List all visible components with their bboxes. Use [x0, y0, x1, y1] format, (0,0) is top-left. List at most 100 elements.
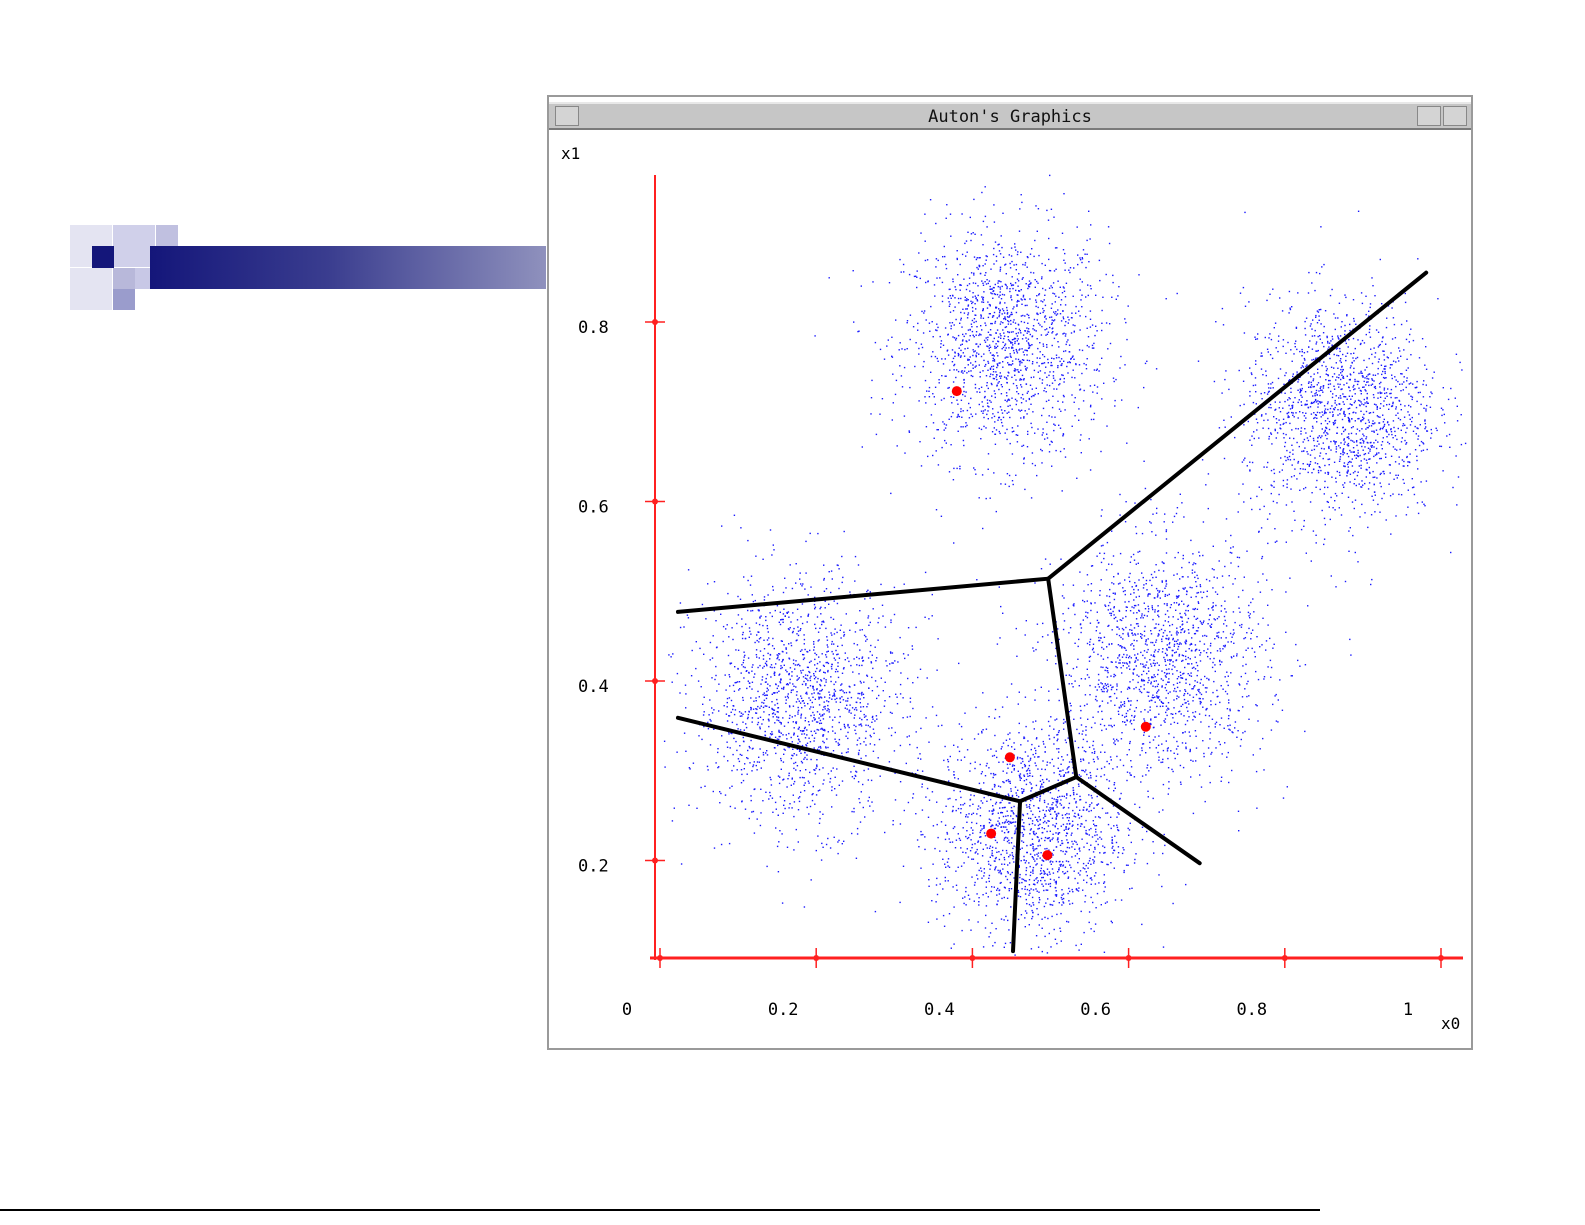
data-point [989, 375, 991, 378]
data-point [1007, 398, 1010, 400]
data-point [856, 709, 858, 711]
data-point [1209, 614, 1211, 616]
data-point [875, 715, 878, 717]
data-point [750, 575, 753, 577]
data-point [979, 333, 981, 335]
data-point [788, 616, 790, 618]
data-point [971, 319, 974, 322]
data-point [712, 635, 714, 637]
data-point [1295, 326, 1298, 329]
data-point [872, 667, 874, 670]
data-point [1361, 339, 1364, 342]
data-point [1315, 350, 1317, 352]
data-point [1099, 723, 1102, 726]
data-point [1193, 608, 1196, 611]
data-point [950, 297, 952, 299]
data-point [980, 334, 982, 336]
data-point [1101, 357, 1103, 359]
data-point [985, 363, 987, 366]
data-point [994, 345, 996, 348]
data-point [825, 654, 827, 656]
data-point [1339, 447, 1341, 449]
data-point [1355, 357, 1357, 360]
maximize-button[interactable] [1443, 106, 1467, 126]
data-point [755, 622, 758, 624]
data-point [1309, 340, 1311, 342]
data-point [1098, 259, 1101, 262]
data-point [1340, 361, 1342, 364]
data-point [1388, 433, 1390, 436]
data-point [974, 295, 976, 297]
data-point [1431, 377, 1434, 379]
data-point [1046, 209, 1048, 212]
data-point [688, 804, 690, 806]
data-point [987, 410, 989, 412]
data-point [706, 765, 709, 768]
data-point [919, 753, 921, 755]
data-point [1423, 380, 1425, 382]
data-point [860, 285, 862, 287]
data-point [1320, 447, 1323, 450]
data-point [1000, 409, 1003, 411]
data-point [1361, 419, 1363, 421]
data-point [1352, 299, 1355, 301]
data-point [733, 765, 735, 767]
data-point [817, 729, 820, 731]
data-point [781, 618, 783, 621]
data-point [959, 289, 961, 291]
data-point [783, 686, 785, 688]
data-point [1403, 376, 1405, 378]
data-point [738, 689, 740, 691]
data-point [1010, 356, 1012, 358]
data-point [825, 843, 828, 846]
data-point [1149, 579, 1151, 582]
data-point [1015, 311, 1018, 314]
data-point [804, 752, 806, 754]
data-point [773, 709, 776, 711]
data-point [1417, 391, 1420, 394]
data-point [1361, 480, 1363, 482]
data-point [812, 685, 814, 688]
data-point [832, 695, 834, 697]
data-point [973, 321, 975, 324]
data-point [1241, 623, 1243, 626]
data-point [863, 741, 865, 743]
data-point [1347, 496, 1350, 498]
data-point [1174, 640, 1176, 642]
data-point [1354, 551, 1356, 554]
data-point [709, 641, 712, 644]
data-point [828, 603, 830, 605]
data-point [1449, 446, 1451, 448]
data-point [864, 598, 866, 600]
data-point [813, 673, 815, 675]
data-point [968, 277, 971, 279]
data-point [1379, 407, 1381, 409]
data-point [1284, 445, 1286, 448]
data-point [1340, 378, 1342, 381]
data-point [1011, 260, 1013, 263]
data-point [1016, 387, 1018, 389]
minimize-button[interactable] [1417, 106, 1441, 126]
data-point [928, 390, 930, 392]
data-point [1023, 321, 1026, 324]
data-point [1019, 330, 1021, 332]
data-point [1100, 545, 1103, 547]
data-point [1033, 376, 1035, 378]
data-point [939, 277, 941, 279]
data-point [1363, 458, 1366, 460]
data-point [830, 616, 832, 619]
data-point [948, 301, 950, 303]
data-point [1392, 317, 1395, 319]
window-titlebar[interactable]: Auton's Graphics [549, 102, 1471, 130]
window-menu-button[interactable] [555, 106, 579, 126]
data-point [1350, 451, 1352, 453]
data-point [1147, 648, 1149, 651]
data-point [826, 636, 828, 638]
data-point [1112, 555, 1115, 557]
data-point [758, 610, 760, 612]
data-point [1155, 623, 1157, 625]
data-point [707, 583, 709, 585]
data-point [995, 260, 998, 262]
data-point [791, 631, 794, 634]
data-point [1367, 447, 1370, 449]
